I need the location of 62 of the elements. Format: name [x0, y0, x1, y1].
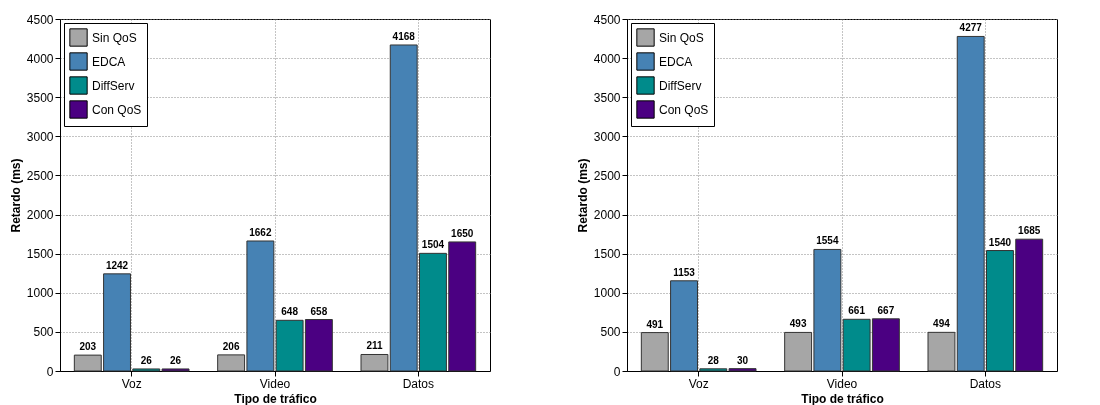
data-label: 4277 — [959, 22, 983, 34]
y-tick-label: 3500 — [593, 90, 621, 105]
x-tick-label: Voz — [121, 376, 142, 391]
data-label: 491 — [646, 318, 664, 330]
data-label: 1685 — [1018, 225, 1041, 237]
data-label: 206 — [222, 340, 240, 352]
y-tick-label: 1500 — [593, 247, 621, 262]
legend-label: EDCA — [659, 54, 693, 69]
data-label: 1554 — [816, 235, 839, 247]
x-axis-title: Tipo de tráfico — [801, 391, 884, 405]
data-label: 28 — [707, 354, 720, 366]
data-label: 4168 — [392, 30, 416, 42]
y-axis-title: Retardo (ms) — [8, 158, 23, 233]
data-label: 1504 — [421, 239, 445, 251]
x-tick-label: Video — [259, 376, 291, 391]
y-axis-title: Retardo (ms) — [575, 158, 590, 233]
legend-label: Sin QoS — [92, 30, 137, 45]
legend-label: Sin QoS — [659, 30, 704, 45]
data-label: 658 — [310, 305, 328, 317]
x-axis-title: Tipo de tráfico — [234, 391, 317, 405]
data-label: 26 — [140, 354, 153, 366]
y-tick-label: 2000 — [593, 208, 621, 223]
data-label: 1662 — [249, 226, 272, 238]
data-label: 1242 — [105, 259, 129, 271]
data-label: 1650 — [451, 227, 474, 239]
y-tick-label: 4000 — [26, 51, 54, 66]
y-tick-label: 1500 — [26, 247, 54, 262]
y-tick-label: 500 — [33, 325, 54, 340]
legend-label: DiffServ — [92, 78, 135, 93]
y-tick-label: 2000 — [26, 208, 54, 223]
legend-label: DiffServ — [659, 78, 702, 93]
data-label: 211 — [366, 340, 383, 352]
legend-label: Con QoS — [92, 102, 142, 117]
data-label: 30 — [736, 354, 749, 366]
y-tick-label: 2500 — [26, 168, 54, 183]
data-label: 1153 — [673, 266, 696, 278]
x-tick-label: Voz — [688, 376, 709, 391]
legend-label: EDCA — [92, 54, 126, 69]
y-tick-label: 3000 — [26, 129, 54, 144]
y-tick-label: 0 — [613, 364, 621, 379]
y-tick-label: 500 — [600, 325, 621, 340]
x-tick-label: Datos — [402, 376, 435, 391]
x-tick-label: Video — [826, 376, 858, 391]
y-tick-label: 1000 — [26, 286, 54, 301]
data-label: 1540 — [988, 236, 1012, 248]
y-tick-label: 4500 — [26, 12, 54, 27]
y-tick-label: 4000 — [593, 51, 621, 66]
x-tick-label: Datos — [969, 376, 1002, 391]
data-label: 648 — [281, 306, 299, 318]
y-tick-label: 1000 — [593, 286, 621, 301]
data-label: 493 — [789, 318, 807, 330]
y-tick-label: 2500 — [593, 168, 621, 183]
y-tick-label: 4500 — [593, 12, 621, 27]
y-tick-label: 0 — [46, 364, 54, 379]
data-label: 667 — [877, 304, 895, 316]
data-label: 26 — [169, 354, 182, 366]
data-label: 661 — [848, 305, 866, 317]
y-tick-label: 3000 — [593, 129, 621, 144]
data-label: 203 — [79, 341, 97, 353]
data-label: 494 — [933, 318, 951, 330]
y-tick-label: 3500 — [26, 90, 54, 105]
legend-label: Con QoS — [659, 102, 709, 117]
